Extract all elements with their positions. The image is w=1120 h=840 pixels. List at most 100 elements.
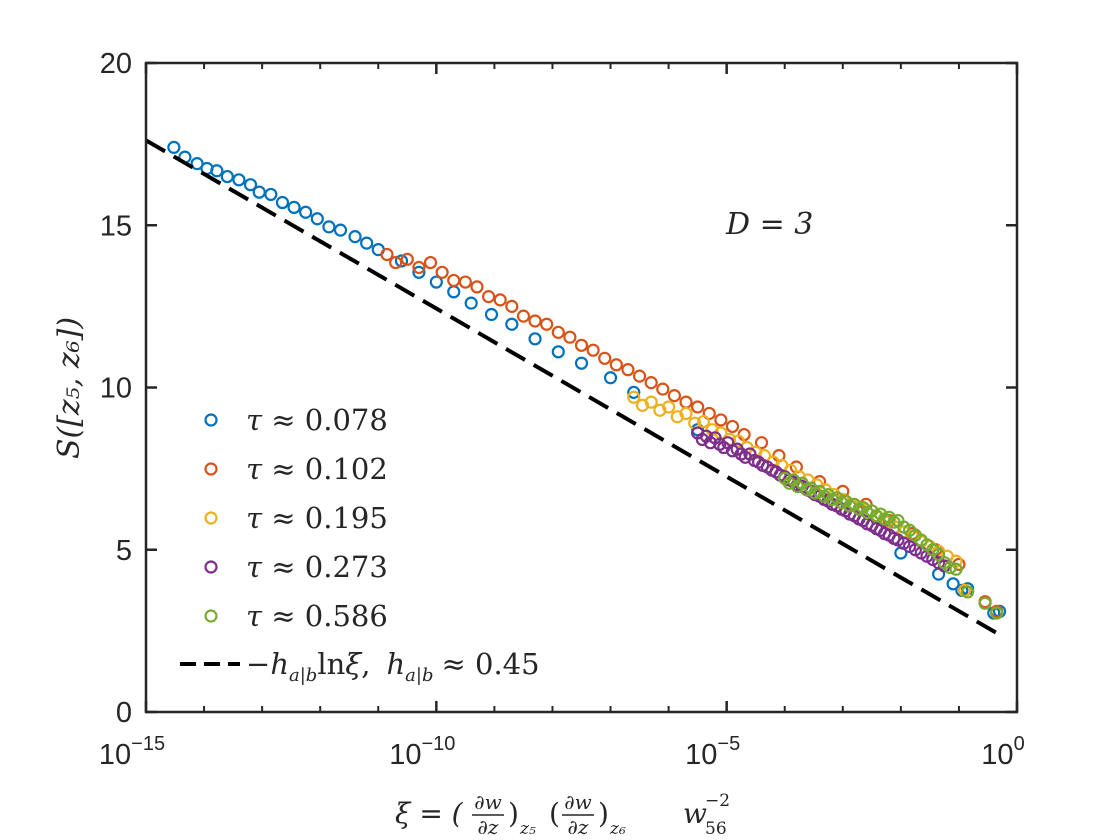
x-label-close1: ) [508,797,519,830]
x-label-sub1: z₅ [519,819,536,839]
data-point [603,371,618,385]
data-point [754,436,769,450]
plot-frame [144,61,1019,714]
legend-marker [204,462,218,476]
data-point [481,290,496,304]
fit-comma: , [361,647,370,681]
y-tick-label: 5 [116,535,132,567]
fit-h-sub: a|b [289,665,317,686]
x-label-close2: ) [598,797,609,830]
data-point [429,275,443,289]
fit-approx: ≈ 0.45 [442,647,540,681]
data-point [493,293,507,307]
data-point [435,265,449,279]
data-point [528,332,542,346]
data-point [232,173,246,187]
data-point [299,205,313,219]
data-point [667,389,682,403]
data-point [528,314,542,328]
x-label-frac1-den: ∂z [478,815,499,839]
data-point [574,356,589,370]
x-label-sub2: z₆ [609,819,626,839]
x-label-tail-sup: −2 [705,791,730,811]
data-point [627,385,641,399]
x-tick-label: 100 [981,733,1024,771]
data-point [287,200,301,215]
x-label-open2: ( [549,797,560,830]
data-point [574,338,589,352]
y-tick-label: 15 [100,210,132,242]
data-point [609,358,623,372]
fit-ln: ln [317,647,345,681]
data-point [310,212,324,226]
y-tick-label: 20 [100,48,132,80]
data-point [725,419,740,434]
data-point [470,280,484,294]
x-label-frac2-den: ∂z [568,815,589,839]
y-axis-label: S([z₅, z₆]) [52,317,87,459]
x-tick-label: 10−5 [685,733,740,771]
data-point [167,140,181,154]
data-point [961,585,975,599]
data-point [563,330,577,344]
data-point [661,400,676,414]
x-tick-label: 10−15 [99,733,165,771]
data-point [516,309,531,323]
data-point [644,376,658,390]
data-point [943,560,957,575]
x-label-tail: w [683,797,707,830]
data-point [423,255,438,270]
annotation-label: D = 3 [725,207,813,242]
data-point [946,577,960,591]
fit-line [144,138,1001,637]
y-tick-label: 10 [100,373,132,405]
x-label-tail-sub: 56 [705,819,727,839]
data-point [412,265,426,279]
legend-fit-label: −ha|blnξ, ha|b ≈ 0.45 [246,647,540,686]
data-point [322,220,336,234]
data-point [243,178,258,192]
plot-area [146,63,1017,712]
data-point [621,363,635,377]
x-label-frac2-num: ∂w [564,790,591,814]
data-point [505,299,519,313]
data-point [484,307,499,322]
data-point [679,406,693,421]
data-point [348,230,362,244]
x-tick-label: 10−10 [389,733,455,771]
legend-marker [204,560,218,574]
legend-rows: τ ≈ 0.078 τ ≈ 0.102 τ ≈ 0.195 τ ≈ 0.273 τ ≈ … [204,403,388,633]
legend: τ ≈ 0.078 τ ≈ 0.102 τ ≈ 0.195 τ ≈ 0.273 τ ≈ … [180,403,540,686]
fit-layer [144,138,1001,637]
data-point [632,369,647,383]
data-point [394,254,409,268]
series-4 [778,471,1004,620]
data-point [714,413,728,427]
data-point [949,562,963,576]
data-point [551,345,565,359]
data-point [644,395,658,409]
data-point [656,382,670,396]
legend-fit-entry: −ha|blnξ, ha|b ≈ 0.45 [180,647,540,686]
data-point [699,429,713,443]
legend-label: τ ≈ 0.078 [246,403,388,437]
data-point [691,400,705,414]
points-layer [167,140,1007,620]
data-point [210,164,224,178]
data-point [540,317,554,331]
data-point [412,260,426,275]
legend-marker [204,609,218,623]
data-point [220,169,234,184]
x-label-frac1-num: ∂w [474,790,501,814]
x-label-prefix: ξ = ( [395,797,464,830]
data-point [627,390,641,404]
fit-h2: h [386,647,405,681]
data-point [696,414,711,429]
data-point [586,343,600,357]
legend-label: τ ≈ 0.273 [246,550,388,584]
y-tick-label: 0 [116,697,132,729]
data-point [464,296,478,310]
fit-minus: − [246,647,270,681]
